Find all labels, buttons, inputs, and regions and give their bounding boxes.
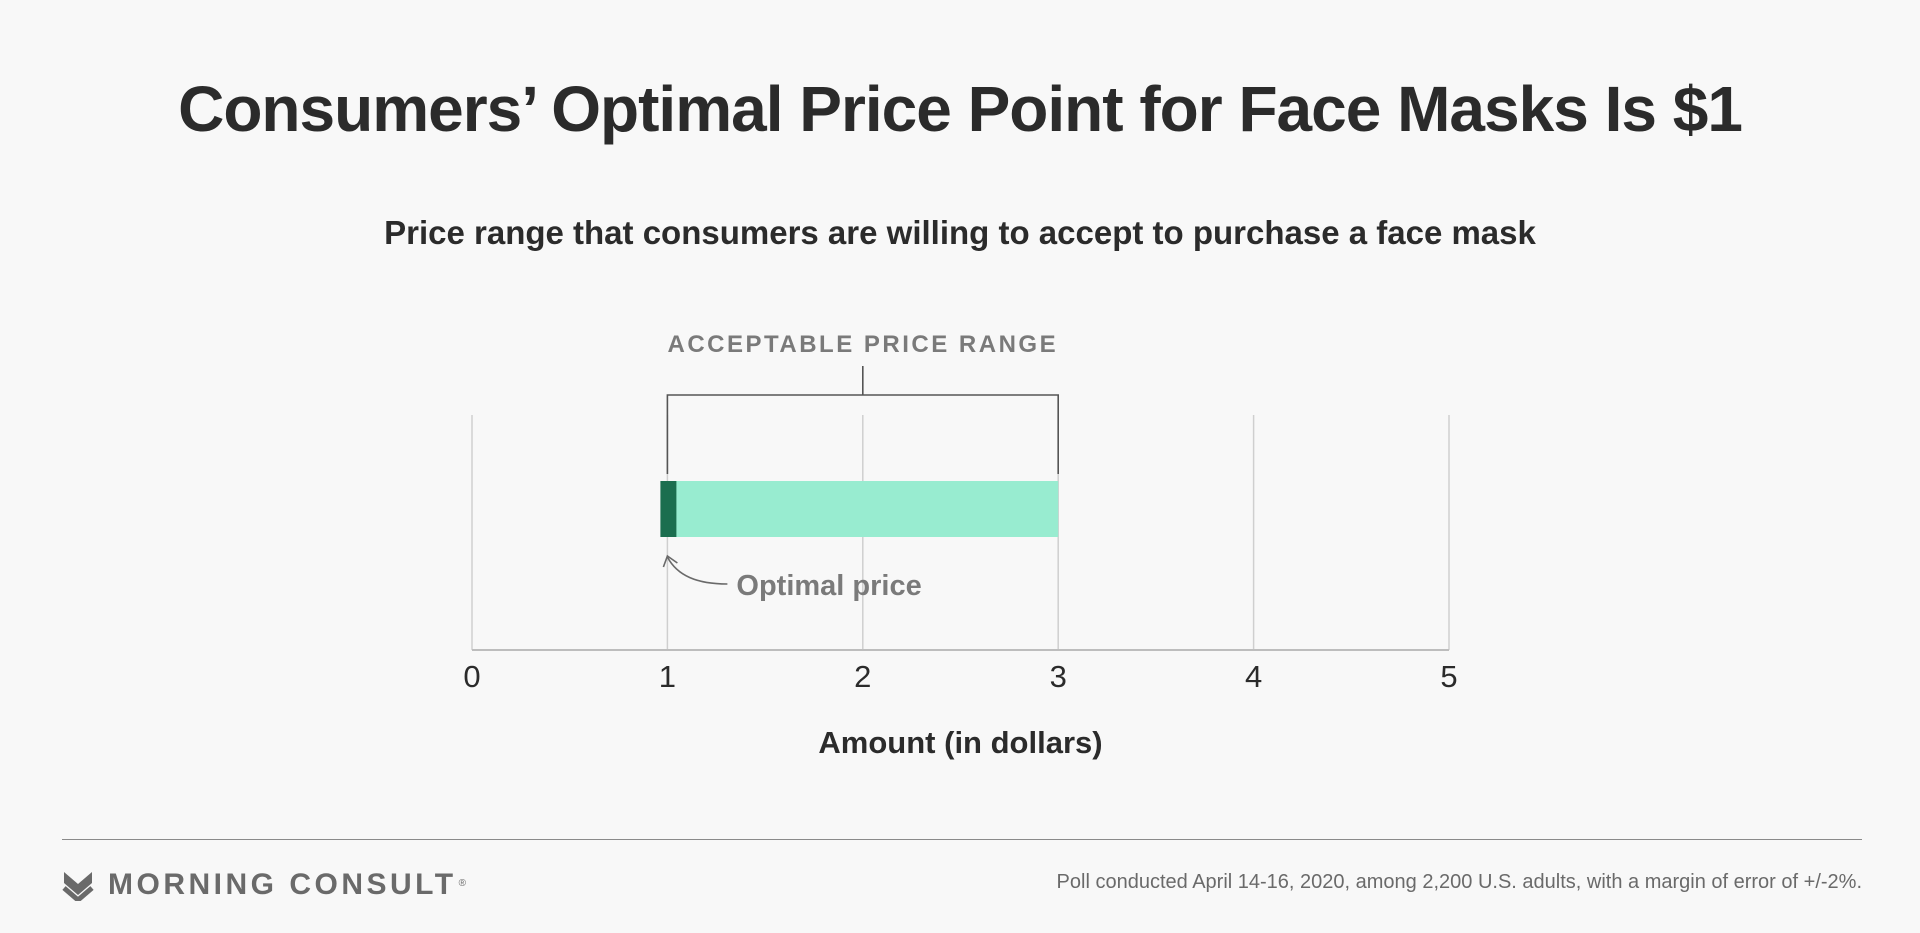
range-bracket xyxy=(666,366,1059,474)
tick-label-1: 1 xyxy=(659,659,676,694)
tick-label-4: 4 xyxy=(1245,659,1262,694)
range-bar xyxy=(667,481,1059,537)
source-note: Poll conducted April 14-16, 2020, among … xyxy=(1056,871,1862,893)
chart-subtitle: Price range that consumers are willing t… xyxy=(384,214,1536,251)
brand-name: MORNING CONSULT xyxy=(108,868,457,901)
x-axis-label: Amount (in dollars) xyxy=(818,725,1102,760)
registered-mark: ® xyxy=(458,877,466,889)
tick-labels: 0 1 2 3 4 5 xyxy=(463,659,1457,694)
tick-label-3: 3 xyxy=(1050,659,1067,694)
tick-label-0: 0 xyxy=(463,659,480,694)
arrowhead-icon xyxy=(662,554,678,568)
footer-divider xyxy=(62,839,1862,840)
tick-label-2: 2 xyxy=(854,659,871,694)
chart-area: 0 1 2 3 4 5 ACCEPTABLE PRICE RANGE Optimal pr… xyxy=(463,331,1457,760)
morning-consult-logo-icon xyxy=(62,872,94,901)
optimal-label: Optimal price xyxy=(736,570,921,602)
chart-title: Consumers’ Optimal Price Point for Face … xyxy=(178,73,1743,145)
tick-label-5: 5 xyxy=(1440,659,1457,694)
brand-logo: MORNING CONSULT ® xyxy=(62,868,466,902)
optimal-arrow-icon xyxy=(666,556,728,585)
range-label: ACCEPTABLE PRICE RANGE xyxy=(668,331,1059,358)
optimal-marker xyxy=(660,481,677,537)
